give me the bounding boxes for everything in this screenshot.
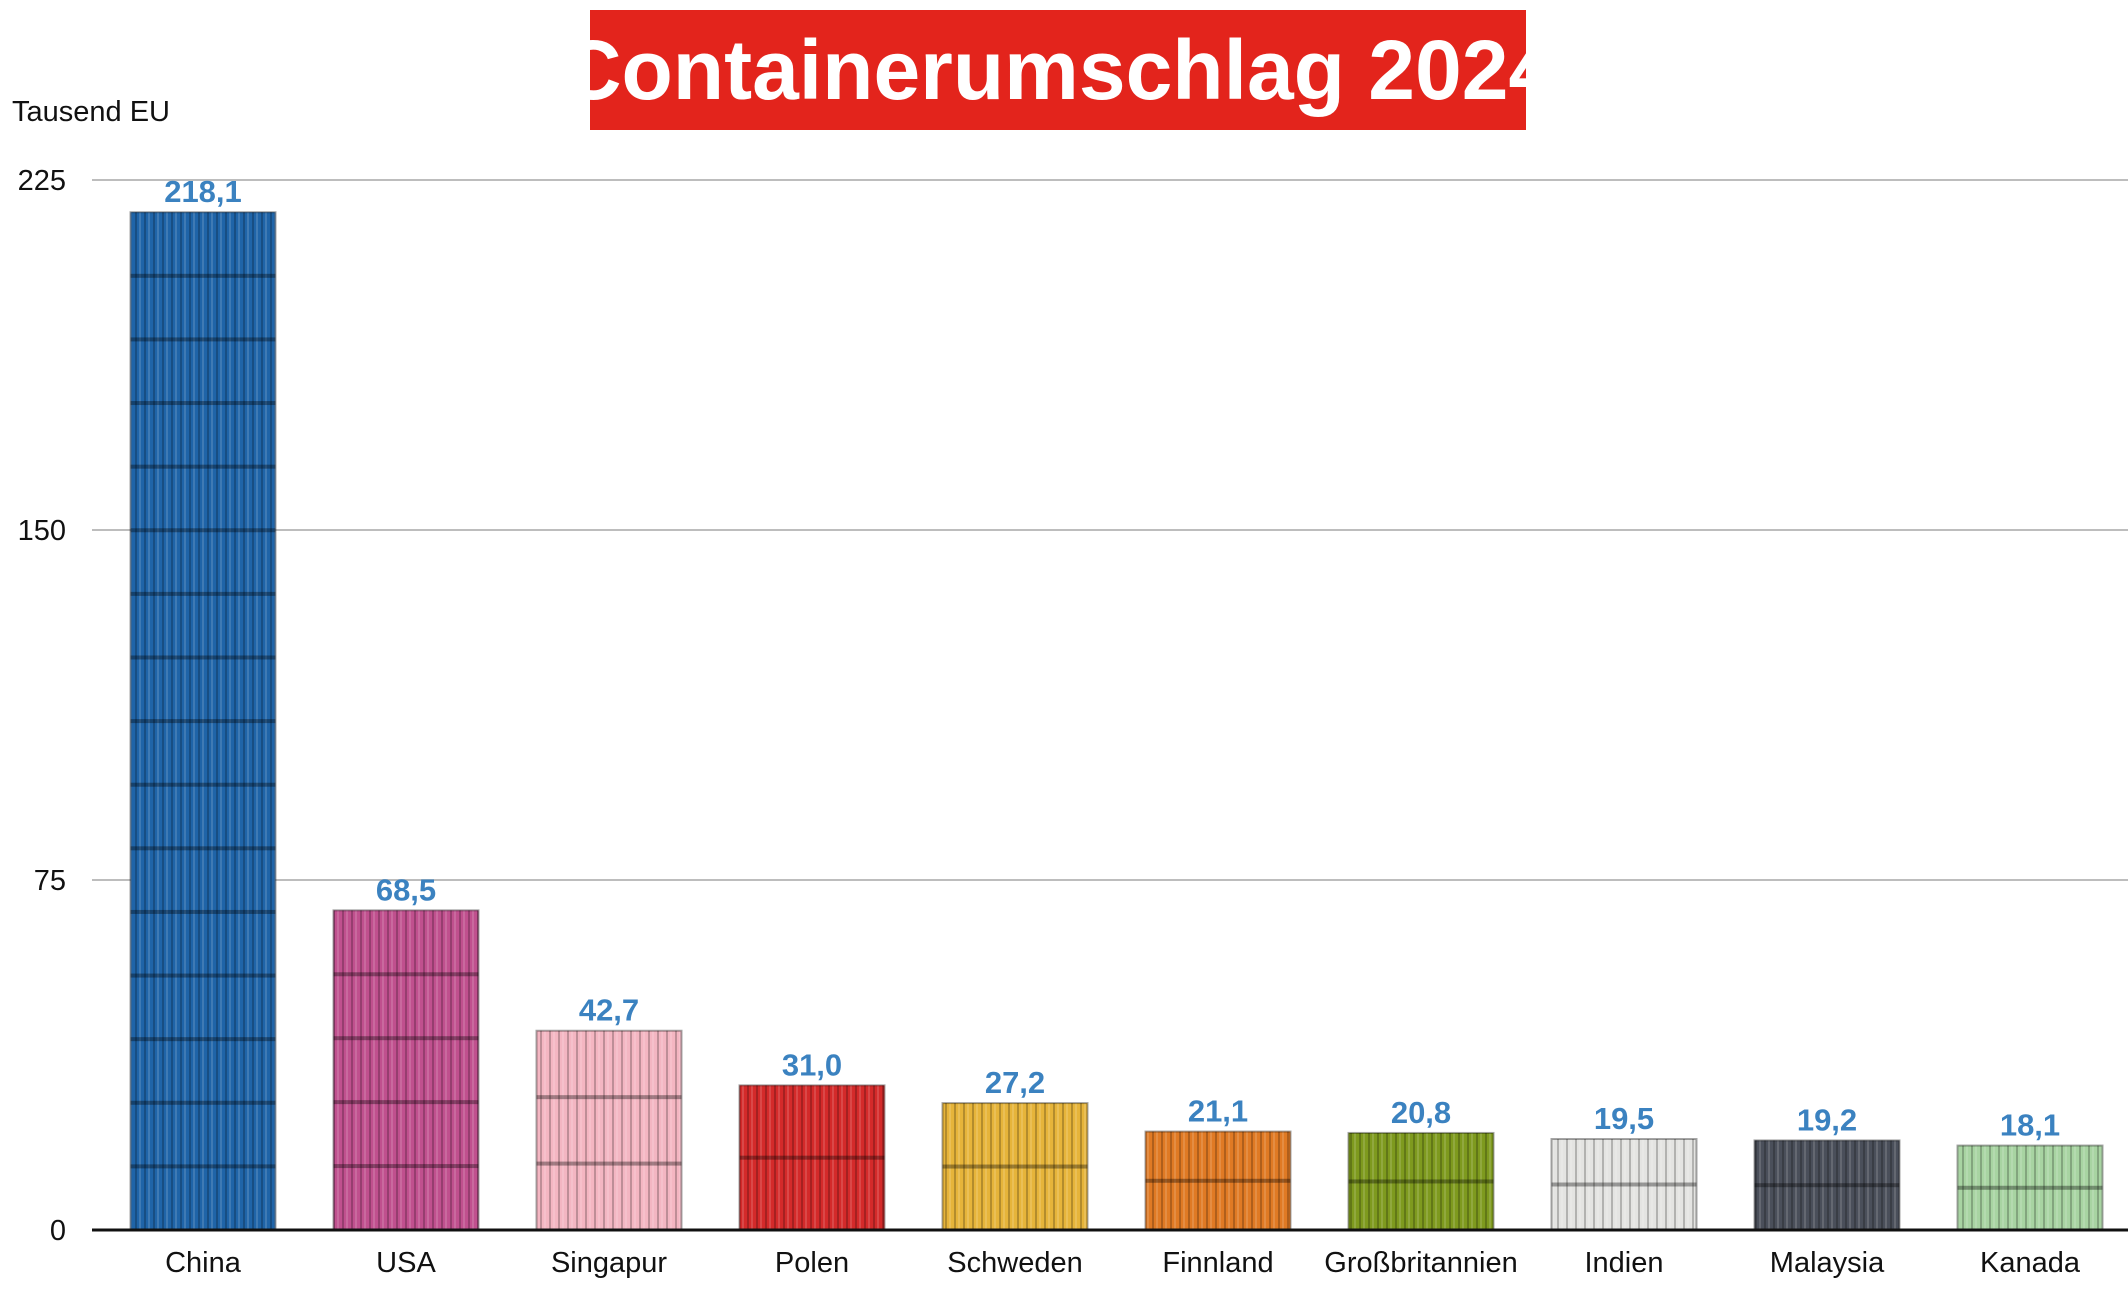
container-seam-china-10 (130, 846, 276, 851)
bar-indien (1550, 1138, 1698, 1231)
y-tick-labels: 0 75 150 225 (18, 165, 66, 1247)
category-label-malaysia: Malaysia (1770, 1247, 1885, 1279)
bar-singapur (535, 1029, 683, 1231)
y-tick-225: 225 (18, 165, 66, 197)
container-seam-malaysia-1 (1754, 1183, 1900, 1188)
container-seam-indien-1 (1551, 1182, 1697, 1187)
container-seam-china-7 (130, 655, 276, 660)
container-seam-usa-4 (333, 1164, 479, 1169)
value-label-polen: 31,0 (782, 1047, 842, 1082)
category-label-indien: Indien (1584, 1247, 1663, 1279)
container-seam-usa-1 (333, 972, 479, 977)
chart-title-box: Containerumschlag 2024 (561, 10, 1555, 130)
container-seam-china-12 (130, 973, 276, 978)
container-seam-china-14 (130, 1100, 276, 1105)
container-seam-china-6 (130, 591, 276, 596)
y-axis-label: Tausend EU (12, 96, 170, 128)
y-tick-0: 0 (50, 1215, 66, 1247)
container-seam-finnland-1 (1145, 1178, 1291, 1183)
container-seam-gro-britannien-1 (1348, 1179, 1494, 1184)
container-seam-china-2 (130, 337, 276, 342)
value-label-usa: 68,5 (376, 872, 436, 907)
bar-ribs-usa (333, 910, 479, 1230)
bar-usa (332, 909, 480, 1231)
bar-kanada (1956, 1144, 2104, 1231)
container-seam-china-5 (130, 528, 276, 533)
y-tick-150: 150 (18, 515, 66, 547)
container-seam-china-3 (130, 401, 276, 406)
container-seam-china-4 (130, 464, 276, 469)
container-seam-polen-1 (739, 1155, 885, 1160)
bar-ribs-schweden (942, 1103, 1088, 1230)
category-label-polen: Polen (775, 1247, 849, 1279)
container-seam-usa-2 (333, 1036, 479, 1041)
value-label-gro-britannien: 20,8 (1391, 1095, 1451, 1130)
value-labels: 218,1 68,5 42,7 31,0 27,2 21,1 20,8 19,5 19,2 18,… (164, 174, 2060, 1142)
bar-polen (738, 1084, 886, 1232)
container-seam-china-13 (130, 1037, 276, 1042)
container-seam-china-8 (130, 719, 276, 724)
bar-china (129, 211, 277, 1231)
bar-ribs-china (130, 212, 276, 1230)
value-label-indien: 19,5 (1594, 1101, 1654, 1136)
bar-ribs-singapur (536, 1030, 682, 1230)
container-seam-china-9 (130, 782, 276, 787)
value-label-singapur: 42,7 (579, 993, 639, 1028)
value-label-schweden: 27,2 (985, 1065, 1045, 1100)
bar-ribs-polen (739, 1085, 885, 1230)
category-labels: China USA Singapur Polen Schweden Finnland Gro… (165, 1247, 2081, 1279)
bar-gro-britannien (1347, 1131, 1495, 1232)
container-seam-kanada-1 (1957, 1185, 2103, 1190)
container-seam-singapur-2 (536, 1161, 682, 1166)
value-label-china: 218,1 (164, 174, 242, 209)
container-seam-singapur-1 (536, 1095, 682, 1100)
bar-schweden (941, 1102, 1089, 1231)
bar-finnland (1144, 1130, 1292, 1231)
bar-ribs-finnland (1145, 1131, 1291, 1230)
bar-ribs-gro-britannien (1348, 1132, 1494, 1230)
bars (129, 211, 2104, 1232)
bar-ribs-kanada (1957, 1145, 2103, 1230)
chart-title: Containerumschlag 2024 (560, 22, 1556, 117)
container-seam-usa-3 (333, 1100, 479, 1105)
category-label-kanada: Kanada (1980, 1247, 2081, 1279)
category-label-usa: USA (376, 1247, 436, 1279)
category-label-gro-britannien: Großbritannien (1324, 1247, 1517, 1279)
gridlines (92, 179, 2128, 881)
container-seam-schweden-1 (942, 1164, 1088, 1169)
category-label-singapur: Singapur (551, 1247, 667, 1279)
category-label-schweden: Schweden (947, 1247, 1082, 1279)
container-seam-china-11 (130, 909, 276, 914)
value-label-malaysia: 19,2 (1797, 1102, 1857, 1137)
bar-malaysia (1753, 1139, 1901, 1232)
container-seam-china-1 (130, 273, 276, 278)
category-label-finnland: Finnland (1162, 1247, 1273, 1279)
bar-ribs-indien (1551, 1139, 1697, 1230)
container-seam-china-15 (130, 1164, 276, 1169)
category-label-china: China (165, 1247, 242, 1279)
y-tick-75: 75 (34, 865, 66, 897)
value-label-finnland: 21,1 (1188, 1094, 1248, 1129)
value-label-kanada: 18,1 (2000, 1108, 2060, 1143)
bar-ribs-malaysia (1754, 1140, 1900, 1230)
